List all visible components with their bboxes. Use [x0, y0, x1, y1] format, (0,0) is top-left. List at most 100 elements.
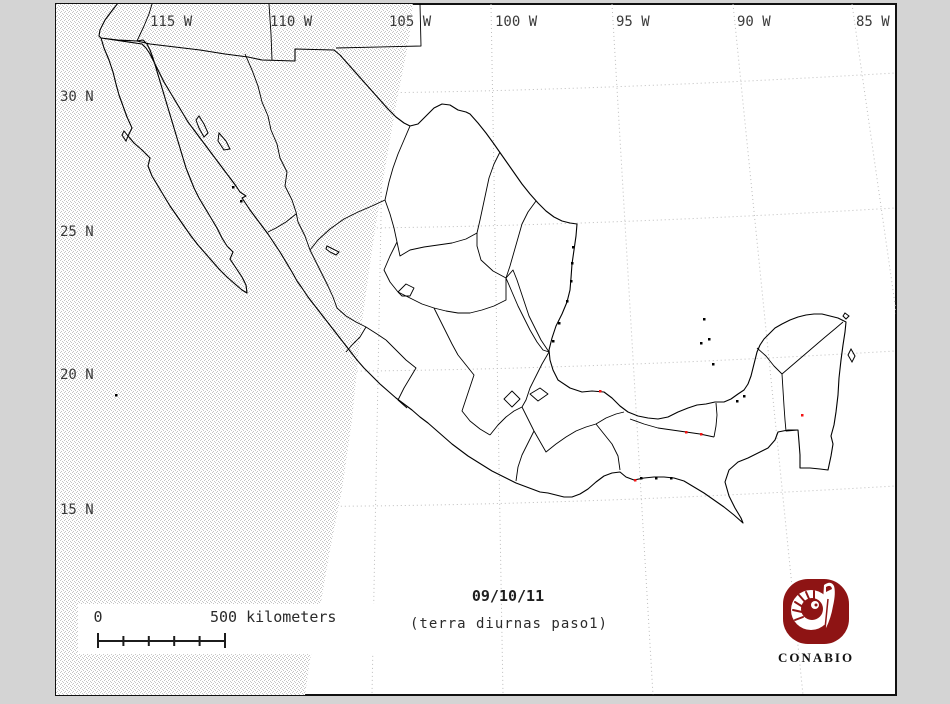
state-boundary [336, 307, 387, 341]
state-boundary [457, 354, 491, 436]
meridian-line [611, 4, 654, 695]
state-boundary [397, 278, 507, 314]
state-boundary [781, 321, 844, 375]
state-boundary [476, 233, 507, 279]
state-boundaries [136, 4, 844, 482]
date-label: 09/10/11 [472, 587, 544, 605]
state-boundary [533, 423, 597, 453]
coast-mark [640, 477, 643, 480]
latitude-label: 30 N [60, 89, 94, 105]
fire-hotspot [801, 414, 804, 417]
fire-hotspot [685, 431, 688, 434]
longitude-label: 85 W [856, 14, 890, 30]
fire-hotspot [700, 433, 703, 436]
coast-mark [708, 338, 711, 341]
state-boundary [383, 241, 399, 293]
coast-mark [700, 342, 703, 345]
pass-subtitle-label: (terra diurnas paso1) [410, 616, 608, 632]
island-outline [325, 245, 340, 256]
logo-macaw-wing-line [824, 598, 829, 630]
state-boundary [335, 4, 422, 49]
parallel-line [56, 72, 896, 94]
coast-mark [712, 363, 715, 366]
longitude-label: 105 W [389, 14, 432, 30]
coast-mark [670, 477, 673, 480]
coast-mark [232, 186, 235, 189]
island-outline [847, 347, 856, 364]
longitude-label: 100 W [495, 14, 538, 30]
meridian-line [851, 4, 896, 315]
logo-crest-ray [794, 601, 804, 608]
latitude-label: 20 N [60, 367, 94, 383]
coast-mark [572, 246, 575, 249]
coast-mark [558, 322, 561, 325]
conabio-logo [783, 579, 849, 644]
coast-mark [736, 400, 739, 403]
coast-mark [703, 318, 706, 321]
state-boundary [489, 406, 523, 436]
coast-mark [115, 394, 118, 397]
state-boundary [384, 199, 398, 243]
state-boundary [521, 406, 535, 432]
state-boundary [781, 373, 799, 432]
parallel-line [56, 485, 896, 507]
island-outline [195, 115, 209, 138]
coast-mark [571, 262, 574, 265]
state-boundary [136, 4, 153, 42]
island-outline [217, 131, 231, 151]
state-boundary [396, 151, 501, 257]
fire-hotspots [599, 390, 804, 482]
logo-crest-ray [798, 594, 807, 604]
scalebar-background [78, 604, 382, 654]
state-boundary [505, 277, 550, 353]
scalebar-distance-label: 500 kilometers [210, 608, 336, 626]
logo-macaw-beak [826, 585, 832, 592]
state-boundary [505, 200, 537, 279]
parallel-line [56, 207, 896, 229]
state-boundary [384, 125, 411, 201]
logo-crest-ray [805, 591, 811, 602]
longitude-label: 110 W [270, 14, 313, 30]
coast-mark [240, 200, 243, 203]
state-boundary [503, 390, 521, 408]
coast-mark [743, 395, 746, 398]
conabio-logo-text: CONABIO [778, 650, 854, 665]
longitude-label: 95 W [616, 14, 650, 30]
coast-mark [570, 280, 573, 283]
scale-bar: 0 500 kilometers [93, 608, 336, 648]
parallel-line [56, 350, 896, 372]
logo-crest-ray [794, 616, 804, 621]
state-boundary [595, 411, 625, 425]
mexico-outline [98, 4, 847, 524]
coast-mark [655, 477, 658, 480]
scalebar-zero-label: 0 [93, 608, 102, 626]
state-boundary [515, 430, 535, 482]
state-boundary [268, 4, 273, 61]
latitude-label: 15 N [60, 502, 94, 518]
state-boundary [297, 221, 338, 309]
longitude-label: 115 W [150, 14, 193, 30]
state-boundary [267, 213, 297, 233]
state-boundary [521, 351, 550, 408]
coast-mark [566, 300, 569, 303]
state-boundary [345, 326, 367, 353]
island-outline [121, 130, 129, 143]
islands [121, 115, 856, 364]
state-boundary [529, 387, 549, 402]
fire-hotspot [599, 390, 602, 393]
coast-marks [115, 186, 746, 480]
latitude-label: 25 N [60, 224, 94, 240]
state-boundary [713, 402, 718, 438]
state-boundary [756, 347, 783, 375]
state-boundary [244, 53, 299, 223]
island-outline [842, 312, 850, 320]
graticule-labels: 115 W 110 W 105 W 100 W 95 W 90 W 85 W 30 N 25 N… [60, 14, 890, 518]
longitude-label: 90 W [737, 14, 771, 30]
state-boundary [505, 269, 550, 353]
state-boundary [595, 423, 621, 471]
state-boundary [397, 283, 415, 297]
logo-eagle-pupil [814, 603, 818, 607]
state-boundary [385, 339, 417, 409]
